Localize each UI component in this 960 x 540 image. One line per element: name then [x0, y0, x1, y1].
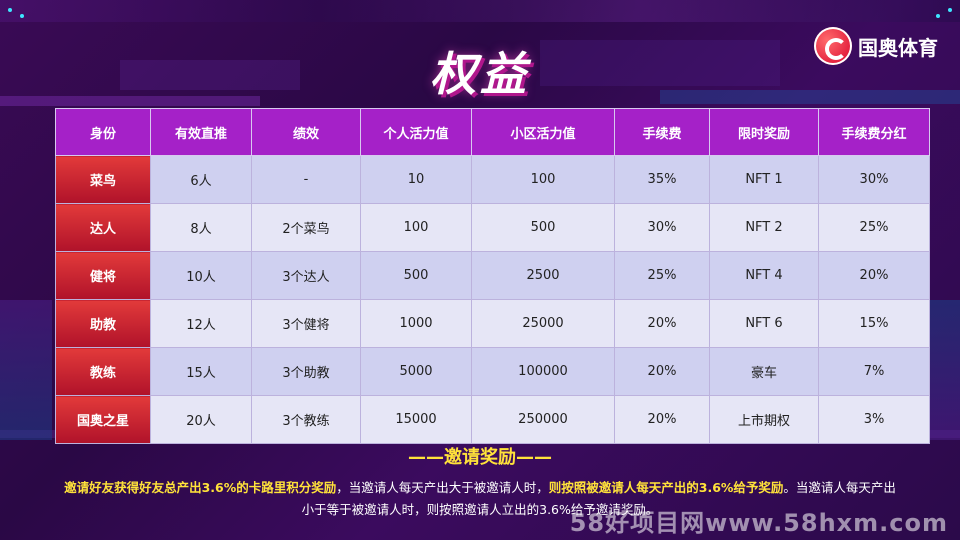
table-cell: 3个达人 — [251, 251, 361, 300]
invite-heading: ——邀请奖励—— — [408, 447, 552, 468]
column-header: 有效直推 — [150, 108, 252, 156]
table-cell: 2500 — [471, 251, 615, 300]
table-cell: 250000 — [471, 395, 615, 444]
table-header-row: 身份 有效直推 绩效 个人活力值 小区活力值 手续费 限时奖励 手续费分红 — [55, 108, 930, 156]
column-header: 限时奖励 — [709, 108, 819, 156]
column-header: 小区活力值 — [471, 108, 615, 156]
table-cell: 2个菜鸟 — [251, 203, 361, 252]
table-cell: 25% — [818, 203, 930, 252]
table-cell: NFT 4 — [709, 251, 819, 300]
table-cell: 健将 — [55, 251, 151, 300]
invite-description: 邀请好友获得好友总产出3.6%的卡路里积分奖励，当邀请人每天产出大于被邀请人时，… — [60, 477, 900, 521]
benefits-table: 身份 有效直推 绩效 个人活力值 小区活力值 手续费 限时奖励 手续费分红 菜鸟… — [55, 108, 930, 444]
table-cell: 30% — [818, 155, 930, 204]
invite-text-highlight: 则按照被邀请人每天产出的3.6%给予奖励 — [548, 480, 784, 495]
table-cell: 达人 — [55, 203, 151, 252]
table-row: 健将 10人 3个达人 500 2500 25% NFT 4 20% — [55, 251, 930, 300]
column-header: 身份 — [55, 108, 151, 156]
table-cell: 25% — [614, 251, 710, 300]
decor-stripe — [0, 300, 52, 440]
table-cell: 100 — [360, 203, 472, 252]
decor-dot — [936, 14, 940, 18]
page-title: 权益 — [430, 47, 530, 101]
table-cell: 500 — [360, 251, 472, 300]
table-cell: 教练 — [55, 347, 151, 396]
table-cell: 上市期权 — [709, 395, 819, 444]
table-cell: 菜鸟 — [55, 155, 151, 204]
table-cell: NFT 1 — [709, 155, 819, 204]
decor-stripe — [120, 60, 300, 90]
table-cell: 25000 — [471, 299, 615, 348]
table-row: 菜鸟 6人 - 10 100 35% NFT 1 30% — [55, 155, 930, 204]
table-cell: 100 — [471, 155, 615, 204]
brand-logo: 国奥体育 — [814, 26, 938, 66]
table-cell: NFT 2 — [709, 203, 819, 252]
table-row: 达人 8人 2个菜鸟 100 500 30% NFT 2 25% — [55, 203, 930, 252]
column-header: 绩效 — [251, 108, 361, 156]
table-cell: 5000 — [360, 347, 472, 396]
watermark: 58好项目网www.58hxm.com — [569, 509, 948, 537]
table-cell: 12人 — [150, 299, 252, 348]
table-cell: 20人 — [150, 395, 252, 444]
decor-stripe — [540, 40, 780, 86]
column-header: 手续费 — [614, 108, 710, 156]
table-cell: 500 — [471, 203, 615, 252]
table-cell: 20% — [614, 299, 710, 348]
table-row: 国奥之星 20人 3个教练 15000 250000 20% 上市期权 3% — [55, 395, 930, 444]
decor-stripe — [0, 0, 960, 22]
column-header: 手续费分红 — [818, 108, 930, 156]
table-row: 教练 15人 3个助教 5000 100000 20% 豪车 7% — [55, 347, 930, 396]
decor-dot — [948, 8, 952, 12]
table-row: 助教 12人 3个健将 1000 25000 20% NFT 6 15% — [55, 299, 930, 348]
table-cell: 6人 — [150, 155, 252, 204]
invite-text: 。当邀请人每天产出小于等于被邀请人时，则按照邀请人立出的3.6%给予邀请奖励。 — [301, 480, 896, 517]
table-cell: - — [251, 155, 361, 204]
table-cell: 10 — [360, 155, 472, 204]
table-cell: 助教 — [55, 299, 151, 348]
table-cell: 20% — [614, 347, 710, 396]
table-cell: 8人 — [150, 203, 252, 252]
table-cell: 1000 — [360, 299, 472, 348]
table-cell: 豪车 — [709, 347, 819, 396]
table-cell: 3个健将 — [251, 299, 361, 348]
table-cell: 20% — [818, 251, 930, 300]
table-cell: NFT 6 — [709, 299, 819, 348]
decor-stripe — [660, 90, 960, 104]
table-cell: 3个教练 — [251, 395, 361, 444]
table-cell: 3% — [818, 395, 930, 444]
decor-dot — [8, 8, 12, 12]
table-cell: 100000 — [471, 347, 615, 396]
column-header: 个人活力值 — [360, 108, 472, 156]
invite-text-highlight: 邀请好友获得好友总产出3.6%的卡路里积分奖励 — [64, 480, 337, 495]
table-cell: 7% — [818, 347, 930, 396]
table-cell: 15% — [818, 299, 930, 348]
logo-text: 国奥体育 — [858, 35, 938, 60]
table-cell: 30% — [614, 203, 710, 252]
table-cell: 10人 — [150, 251, 252, 300]
table-cell: 15人 — [150, 347, 252, 396]
table-cell: 20% — [614, 395, 710, 444]
logo-icon — [814, 27, 852, 65]
table-cell: 国奥之星 — [55, 395, 151, 444]
table-cell: 15000 — [360, 395, 472, 444]
table-cell: 35% — [614, 155, 710, 204]
table-cell: 3个助教 — [251, 347, 361, 396]
invite-text: ，当邀请人每天产出大于被邀请人时， — [336, 480, 549, 495]
decor-stripe — [0, 96, 260, 106]
decor-dot — [20, 14, 24, 18]
